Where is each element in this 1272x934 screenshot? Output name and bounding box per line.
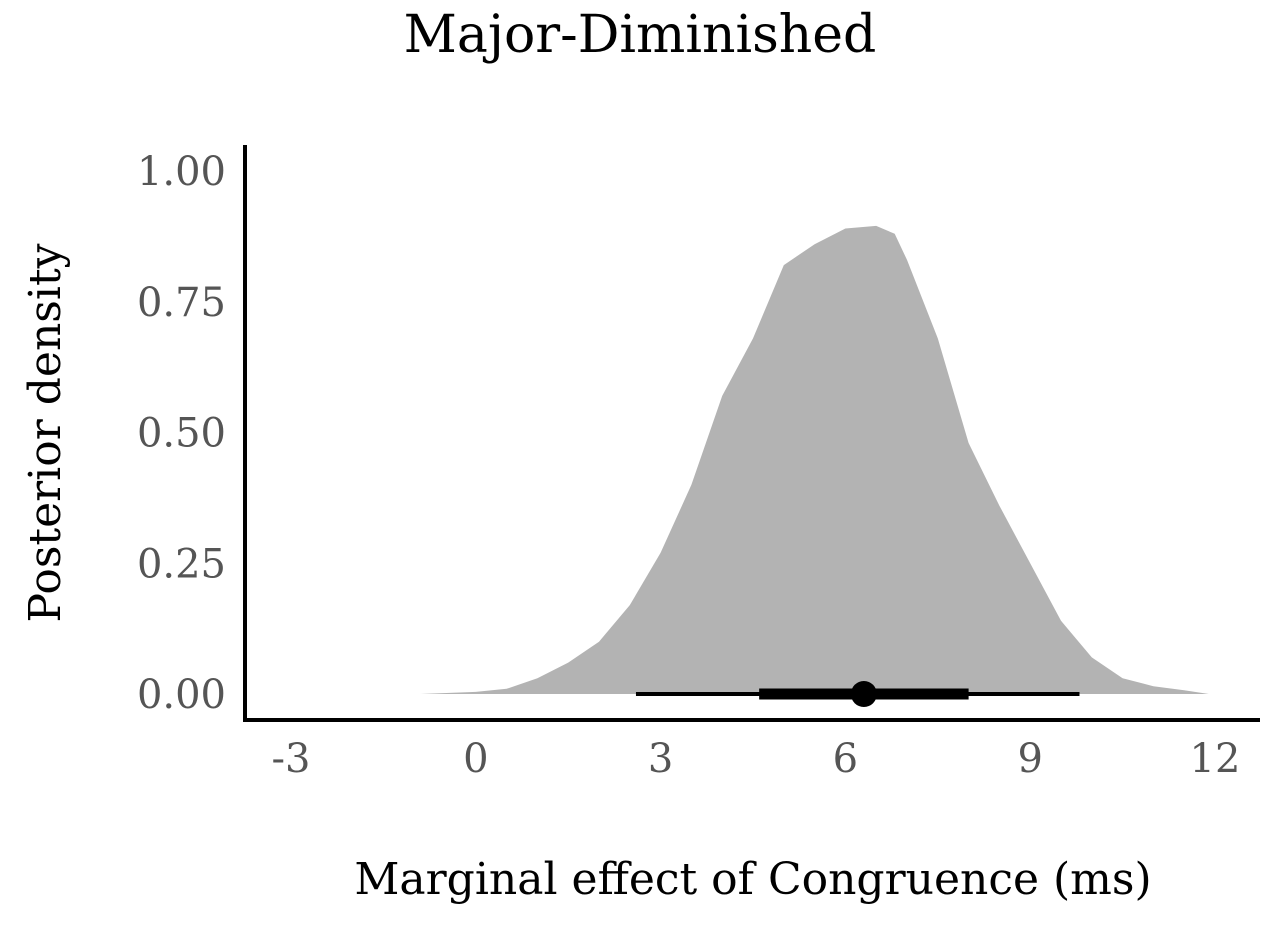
y-tick-label: 0.75	[137, 280, 226, 326]
y-tick-labels: 0.00 0.25 0.50 0.75 1.00	[137, 149, 226, 718]
chart-title: Major-Diminished	[404, 5, 877, 65]
point-estimate	[850, 681, 877, 707]
x-tick-label: 6	[833, 736, 858, 782]
x-tick-label: -3	[272, 736, 311, 782]
x-tick-label: 12	[1190, 736, 1241, 782]
plot-area	[420, 225, 1209, 707]
y-tick-label: 0.50	[137, 411, 226, 457]
y-tick-label: 0.25	[137, 541, 226, 587]
y-axis-title: Posterior density	[20, 243, 71, 622]
y-tick-label: 1.00	[137, 149, 226, 195]
y-tick-label: 0.00	[137, 672, 226, 718]
x-axis-title: Marginal effect of Congruence (ms)	[354, 854, 1151, 905]
x-tick-labels: -3 0 3 6 9 12	[272, 736, 1241, 782]
x-tick-label: 0	[463, 736, 488, 782]
x-tick-label: 3	[648, 736, 673, 782]
x-tick-label: 9	[1017, 736, 1042, 782]
density-area	[420, 225, 1209, 694]
